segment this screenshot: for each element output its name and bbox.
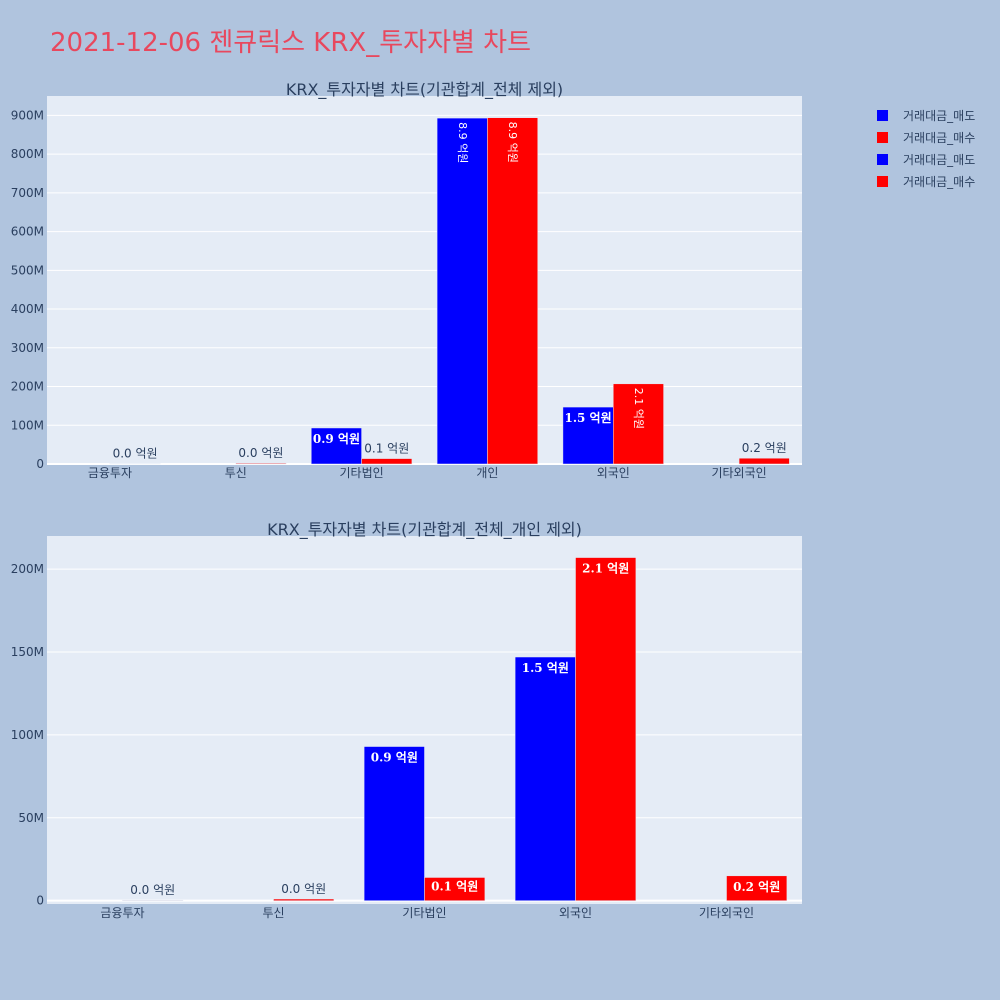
subplot-title-1: KRX_투자자별 차트(기관합계_전체_개인 제외) xyxy=(267,520,582,540)
legend-label: 거래대금_매도 xyxy=(903,153,975,167)
data-label: 2.1 억원 xyxy=(582,562,629,576)
y-tick-label: 0 xyxy=(36,457,44,471)
y-tick-label: 50M xyxy=(18,811,44,825)
bar-buy xyxy=(575,557,637,901)
data-label: 1.5 억원 xyxy=(565,411,612,425)
legend-swatch xyxy=(877,132,888,143)
x-tick-label: 기타외국인 xyxy=(711,466,766,480)
y-tick-label: 0 xyxy=(36,894,44,908)
x-tick-label: 투신 xyxy=(262,906,284,920)
x-tick-label: 기타외국인 xyxy=(699,906,754,920)
bar-buy xyxy=(424,877,486,901)
bar-buy xyxy=(361,458,413,465)
x-tick-label: 기타법인 xyxy=(402,906,446,920)
bar-buy xyxy=(235,462,287,465)
x-tick-label: 투신 xyxy=(225,466,247,480)
data-label: 0.9 억원 xyxy=(313,432,360,446)
bar-buy xyxy=(726,875,788,901)
data-label: 0.0 억원 xyxy=(238,446,283,460)
data-label: 0.0 억원 xyxy=(281,882,326,896)
x-tick-label: 금융투자 xyxy=(100,906,144,920)
data-label: 0.2 억원 xyxy=(742,441,787,455)
data-label: 0.9 억원 xyxy=(371,751,418,765)
bar-buy xyxy=(487,117,538,465)
y-tick-label: 100M xyxy=(11,418,44,432)
y-tick-label: 150M xyxy=(11,645,44,659)
x-tick-label: 금융투자 xyxy=(88,466,132,480)
y-tick-label: 800M xyxy=(11,147,44,161)
x-tick-label: 외국인 xyxy=(597,466,630,480)
x-tick-label: 개인 xyxy=(476,466,498,480)
legend-label: 거래대금_매수 xyxy=(903,175,975,189)
data-label: 1.5 억원 xyxy=(522,661,569,675)
y-tick-label: 600M xyxy=(11,225,44,239)
y-tick-label: 400M xyxy=(11,302,44,316)
data-label: 0.1 억원 xyxy=(431,879,478,893)
legend-label: 거래대금_매수 xyxy=(903,131,975,145)
data-label: 0.1 억원 xyxy=(364,442,409,456)
y-tick-label: 700M xyxy=(11,186,44,200)
bar-sell xyxy=(436,117,488,465)
data-label: 8.9 억원 xyxy=(506,122,519,163)
bar-buy xyxy=(613,383,664,465)
subplot-title-0: KRX_투자자별 차트(기관합계_전체 제외) xyxy=(286,80,563,100)
legend-swatch xyxy=(877,154,888,165)
legend-swatch xyxy=(877,176,888,187)
data-label: 0.0 억원 xyxy=(113,447,158,461)
legend-label: 거래대금_매도 xyxy=(903,109,975,123)
y-tick-label: 900M xyxy=(11,108,44,122)
y-tick-label: 500M xyxy=(11,263,44,277)
bar-buy xyxy=(738,457,790,465)
bar-sell xyxy=(363,746,425,901)
y-tick-label: 300M xyxy=(11,341,44,355)
data-label: 8.9 억원 xyxy=(456,122,469,163)
y-tick-label: 200M xyxy=(11,380,44,394)
main-title: 2021-12-06 젠큐릭스 KRX_투자자별 차트 xyxy=(50,28,532,58)
x-tick-label: 외국인 xyxy=(559,906,592,920)
bar-sell xyxy=(514,656,576,901)
plot-area-0 xyxy=(47,96,802,464)
y-tick-label: 200M xyxy=(11,562,44,576)
bar-sell xyxy=(311,427,362,465)
bar-buy xyxy=(273,898,335,901)
data-label: 0.0 억원 xyxy=(130,883,175,897)
y-tick-label: 100M xyxy=(11,728,44,742)
legend-swatch xyxy=(877,110,888,121)
data-label: 2.1 억원 xyxy=(632,388,645,429)
bar-sell xyxy=(562,406,614,465)
data-label: 0.2 억원 xyxy=(733,880,780,894)
x-tick-label: 기타법인 xyxy=(339,466,383,480)
